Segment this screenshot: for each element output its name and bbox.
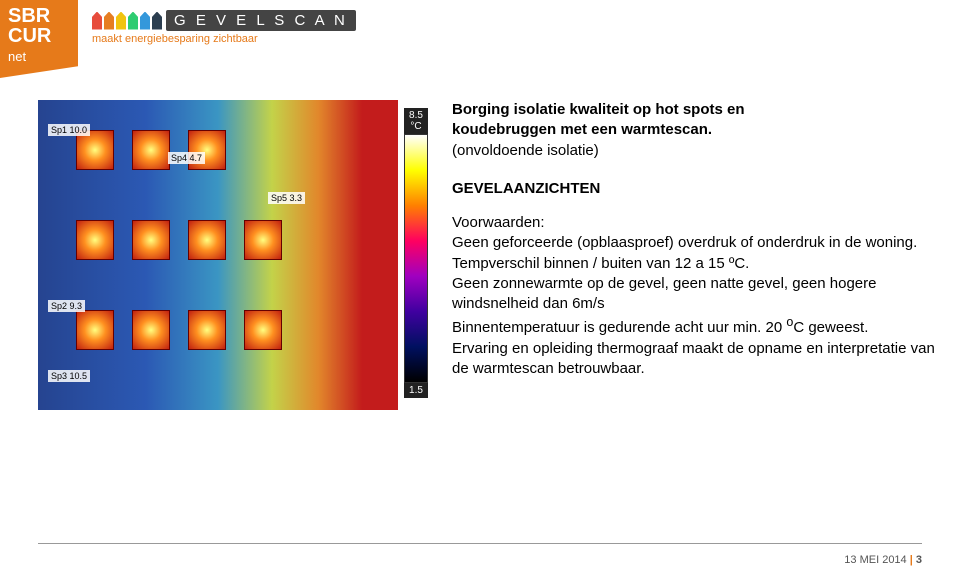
para-3: Geen zonnewarmte op de gevel, geen natte… — [452, 274, 942, 315]
thermal-window — [188, 310, 226, 350]
para-2: Tempverschil binnen / buiten van 12 a 15… — [452, 254, 942, 274]
title-line-3: (onvoldoende isolatie) — [452, 141, 942, 161]
thermal-window — [76, 130, 114, 170]
thermal-window — [244, 220, 282, 260]
sbr-text-2: CUR — [8, 26, 70, 46]
thermal-window — [132, 220, 170, 260]
thermal-window — [188, 130, 226, 170]
header: SBR CUR net G E V E L S C A N maakt ener… — [0, 0, 356, 78]
house-icon — [116, 12, 126, 30]
sp-label: Sp5 3.3 — [268, 192, 305, 204]
thermal-window — [188, 220, 226, 260]
house-icon — [104, 12, 114, 30]
para-5: Ervaring en opleiding thermograaf maakt … — [452, 339, 942, 380]
footer: 13 MEI 2014 | 3 — [844, 554, 922, 566]
sp-label: Sp1 10.0 — [48, 124, 90, 136]
para-1: Geen geforceerde (opblaasproef) overdruk… — [452, 233, 942, 253]
title-line-2: koudebruggen met een warmtescan. — [452, 120, 942, 140]
sp-label: Sp2 9.3 — [48, 300, 85, 312]
voorwaarden-label: Voorwaarden: — [452, 213, 942, 233]
content-column: Borging isolatie kwaliteit op hot spots … — [452, 100, 942, 379]
house-icon — [128, 12, 138, 30]
scale-gradient — [404, 134, 428, 383]
sbr-text-3: net — [8, 50, 70, 63]
thermal-scale: 8.5 °C 1.5 — [404, 108, 428, 398]
houses-icon — [92, 12, 162, 30]
sp-label: Sp4 4.7 — [168, 152, 205, 164]
section-heading: GEVELAANZICHTEN — [452, 179, 942, 199]
thermal-window — [132, 130, 170, 170]
thermal-window — [244, 310, 282, 350]
footer-page: 3 — [916, 554, 922, 566]
title-line-1: Borging isolatie kwaliteit op hot spots … — [452, 100, 942, 120]
thermal-image-region: Sp1 10.0 Sp4 4.7 Sp5 3.3 Sp2 9.3 Sp3 10.5 8.… — [38, 100, 438, 410]
house-icon — [140, 12, 150, 30]
gevelscan-logo: G E V E L S C A N maakt energiebesparing… — [92, 10, 356, 78]
thermal-window — [76, 220, 114, 260]
scale-max: 8.5 °C — [404, 108, 428, 134]
footer-date: 13 MEI 2014 — [844, 554, 906, 566]
para-4: Binnentemperatuur is gedurende acht uur … — [452, 314, 942, 338]
sp-label: Sp3 10.5 — [48, 370, 90, 382]
thermal-window — [132, 310, 170, 350]
footer-divider — [38, 543, 922, 544]
house-icon — [152, 12, 162, 30]
thermal-window — [76, 310, 114, 350]
gevelscan-tagline: maakt energiebesparing zichtbaar — [92, 33, 356, 45]
thermal-overlay: Sp1 10.0 Sp4 4.7 Sp5 3.3 Sp2 9.3 Sp3 10.5 — [38, 100, 398, 410]
scale-min: 1.5 — [404, 383, 428, 398]
gevelscan-brand: G E V E L S C A N — [166, 10, 356, 31]
house-icon — [92, 12, 102, 30]
sbr-text-1: SBR — [8, 6, 70, 26]
sbr-cur-logo: SBR CUR net — [0, 0, 78, 78]
